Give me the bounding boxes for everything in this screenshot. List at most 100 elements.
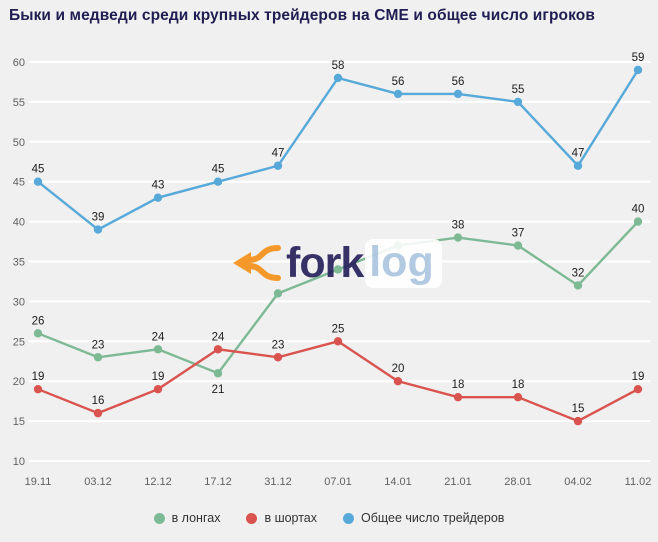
x-tick-label: 12.12 bbox=[144, 476, 172, 488]
data-point[interactable] bbox=[633, 384, 643, 394]
legend-dot bbox=[246, 512, 258, 524]
y-tick-label: 10 bbox=[13, 456, 25, 468]
data-point[interactable] bbox=[213, 369, 223, 378]
legend-item[interactable]: в лонгах bbox=[153, 511, 221, 525]
legend-dot bbox=[343, 512, 355, 524]
y-tick-label: 15 bbox=[13, 416, 25, 428]
data-point[interactable] bbox=[33, 384, 43, 394]
data-point[interactable] bbox=[513, 97, 523, 107]
watermark-text-log: log bbox=[365, 238, 442, 288]
data-label: 39 bbox=[92, 212, 105, 224]
data-point[interactable] bbox=[93, 225, 103, 234]
y-tick-label: 60 bbox=[13, 57, 25, 69]
data-label: 15 bbox=[572, 403, 585, 415]
x-tick-label: 19.11 bbox=[25, 476, 52, 488]
legend-item[interactable]: в шортах bbox=[246, 511, 317, 525]
data-label: 55 bbox=[512, 84, 525, 96]
legend: в лонгах в шортах Общее число трейдеров bbox=[0, 503, 658, 533]
y-tick-label: 35 bbox=[13, 257, 25, 269]
data-label: 24 bbox=[152, 331, 165, 343]
data-label: 32 bbox=[572, 267, 585, 279]
data-point[interactable] bbox=[573, 161, 583, 170]
data-point[interactable] bbox=[213, 177, 223, 186]
legend-item[interactable]: Общее число трейдеров bbox=[343, 511, 504, 525]
legend-label: Общее число трейдеров bbox=[361, 511, 505, 525]
data-label: 26 bbox=[32, 315, 45, 327]
y-tick-label: 50 bbox=[13, 137, 25, 149]
x-tick-label: 31.12 bbox=[264, 476, 292, 488]
data-point[interactable] bbox=[93, 408, 103, 418]
chart-title: Быки и медведи среди крупных трейдеров н… bbox=[9, 7, 595, 24]
data-point[interactable] bbox=[153, 384, 163, 394]
legend-label: в лонгах bbox=[171, 511, 221, 525]
data-point[interactable] bbox=[453, 89, 463, 99]
data-point[interactable] bbox=[33, 329, 43, 338]
data-label: 56 bbox=[392, 76, 405, 88]
data-label: 20 bbox=[392, 363, 405, 375]
data-point[interactable] bbox=[333, 337, 343, 346]
data-label: 25 bbox=[332, 323, 345, 335]
chart-svg: 10 15 20 25 30 35 40 45 50 55 60 19.11 03.12 12.12 17.… bbox=[13, 52, 652, 488]
forklog-watermark: fork log bbox=[230, 233, 442, 293]
x-tick-label: 03.12 bbox=[84, 476, 112, 488]
data-point[interactable] bbox=[273, 353, 283, 362]
x-tick-label: 11.02 bbox=[625, 476, 652, 488]
x-tick-label: 17.12 bbox=[204, 476, 232, 488]
data-label: 56 bbox=[452, 76, 465, 88]
data-label: 45 bbox=[32, 164, 45, 176]
data-label: 47 bbox=[572, 148, 585, 160]
data-label: 23 bbox=[272, 339, 285, 351]
data-label: 19 bbox=[152, 371, 165, 383]
data-point[interactable] bbox=[573, 416, 583, 426]
data-point[interactable] bbox=[153, 345, 163, 354]
y-tick-label: 30 bbox=[13, 296, 25, 308]
legend-label: в шортах bbox=[264, 511, 318, 525]
x-tick-label: 28.01 bbox=[504, 476, 532, 488]
data-point[interactable] bbox=[393, 377, 403, 386]
x-tick-label: 14.01 bbox=[384, 476, 412, 488]
data-label: 45 bbox=[212, 164, 225, 176]
data-label: 37 bbox=[512, 228, 525, 240]
data-point[interactable] bbox=[453, 233, 463, 242]
data-label: 59 bbox=[632, 52, 645, 64]
data-label: 24 bbox=[212, 331, 225, 343]
data-point[interactable] bbox=[633, 65, 643, 75]
data-label: 21 bbox=[212, 384, 225, 396]
data-label: 40 bbox=[632, 204, 645, 216]
data-point[interactable] bbox=[393, 89, 403, 99]
y-tick-label: 55 bbox=[13, 97, 25, 109]
y-tick-label: 40 bbox=[13, 217, 25, 229]
data-point[interactable] bbox=[333, 265, 343, 274]
data-label: 18 bbox=[452, 379, 465, 391]
data-point[interactable] bbox=[213, 345, 223, 354]
data-point[interactable] bbox=[33, 177, 43, 186]
data-point[interactable] bbox=[573, 281, 583, 290]
data-point[interactable] bbox=[273, 289, 283, 298]
x-tick-label: 04.02 bbox=[564, 476, 592, 488]
legend-dot bbox=[153, 512, 165, 524]
x-tick-label: 21.01 bbox=[444, 476, 472, 488]
data-label: 18 bbox=[512, 379, 525, 391]
data-point[interactable] bbox=[333, 73, 343, 83]
data-label: 47 bbox=[272, 148, 285, 160]
data-point[interactable] bbox=[513, 241, 523, 250]
data-label: 19 bbox=[632, 371, 645, 383]
data-label: 16 bbox=[92, 395, 105, 407]
data-point[interactable] bbox=[453, 392, 463, 402]
watermark-text-fork: fork bbox=[286, 238, 364, 287]
data-point[interactable] bbox=[633, 217, 643, 226]
x-tick-label: 07.01 bbox=[324, 476, 352, 488]
data-label: 58 bbox=[332, 60, 345, 72]
data-point[interactable] bbox=[273, 161, 283, 170]
data-label: 23 bbox=[92, 339, 105, 351]
data-point[interactable] bbox=[93, 353, 103, 362]
fork-arrows-icon bbox=[233, 245, 281, 281]
data-label: 19 bbox=[32, 371, 45, 383]
y-tick-label: 20 bbox=[13, 376, 25, 388]
y-tick-label: 45 bbox=[13, 177, 25, 189]
data-point[interactable] bbox=[153, 193, 163, 202]
series-line-2 bbox=[37, 69, 640, 232]
data-point[interactable] bbox=[513, 392, 523, 402]
data-label: 43 bbox=[152, 180, 165, 192]
y-tick-label: 25 bbox=[13, 336, 25, 348]
